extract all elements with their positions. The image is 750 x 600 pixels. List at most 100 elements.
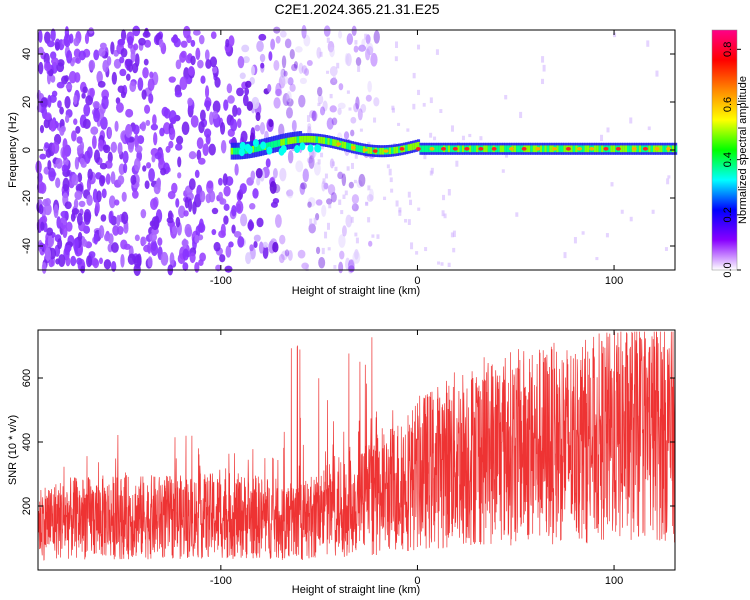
spectrogram-noise-cell: [354, 40, 358, 45]
spectrogram-noise-cell: [100, 116, 108, 130]
spectrogram-noise-cell: [322, 100, 328, 112]
spectrogram-noise-cell: [189, 252, 196, 264]
spectrogram-noise-cell: [345, 214, 353, 228]
spectrogram-noise-cell: [124, 124, 133, 138]
spectrogram-noise-cell: [613, 32, 617, 38]
spectrogram-noise-cell: [323, 25, 331, 37]
colorbar-tick-label: 0.6: [722, 97, 734, 112]
spectrogram-noise-cell: [326, 117, 334, 130]
spectrogram-peak-cell: [589, 147, 595, 151]
spectrogram-noise-cell: [348, 265, 355, 273]
spectrogram-noise-cell: [287, 77, 294, 86]
spectrogram-noise-cell: [142, 67, 149, 79]
spectrogram-noise-cell: [211, 207, 219, 215]
spectrogram-signal-cell: [608, 145, 612, 153]
spectrogram-noise-cell: [151, 216, 159, 231]
spectrogram-noise-cell: [269, 180, 277, 194]
spectrogram-noise-cell: [443, 213, 447, 219]
spectrogram-signal-cell: [549, 145, 553, 153]
spectrogram-noise-cell: [231, 224, 236, 234]
spectrogram-noise-cell: [219, 254, 226, 263]
spectrogram-noise-cell: [123, 163, 128, 174]
spectrogram-noise-cell: [329, 65, 338, 77]
spectrogram-noise-cell: [50, 28, 56, 42]
spectrogram-noise-cell: [181, 121, 190, 136]
spectrogram-signal-cell: [424, 145, 428, 153]
spectrogram-signal-cell: [332, 139, 336, 146]
spectrogram-signal-cell: [327, 138, 331, 145]
spectrogram-noise-cell: [255, 111, 261, 122]
spectrogram-noise-cell: [196, 149, 202, 161]
spectrogram-signal-cell: [438, 145, 442, 153]
spectrogram-noise-cell: [410, 242, 414, 250]
spectrogram-noise-cell: [78, 200, 86, 208]
spectrogram-noise-cell: [41, 262, 47, 274]
spectrogram-noise-cell: [324, 173, 328, 179]
spectrogram-noise-cell: [245, 252, 252, 265]
spectrogram-noise-cell: [65, 83, 73, 90]
spectrogram-noise-cell: [125, 108, 134, 118]
spectrogram-noise-cell: [130, 174, 137, 185]
spectrogram-noise-cell: [329, 46, 335, 58]
spectrogram-signal-cell: [299, 142, 306, 151]
spectrogram-noise-cell: [177, 156, 182, 168]
spectrogram-noise-cell: [367, 80, 372, 93]
spectrogram-noise-cell: [133, 157, 141, 172]
spectrogram-noise-cell: [122, 150, 129, 164]
spectrogram-noise-cell: [301, 24, 307, 39]
spectrogram-noise-cell: [145, 119, 151, 126]
spectrogram-noise-cell: [573, 237, 577, 244]
snr-y-tick-label: 200: [21, 497, 33, 515]
spectrogram-noise-cell: [211, 228, 217, 236]
spectrogram-noise-cell: [93, 149, 101, 163]
spectrogram-noise-cell: [147, 256, 153, 268]
spectrogram-peak-cell: [565, 147, 571, 151]
spectrogram-noise-cell: [190, 39, 196, 47]
spectrogram-noise-cell: [73, 118, 78, 125]
spectrogram-noise-cell: [90, 257, 99, 266]
spectrogram-noise-cell: [237, 236, 245, 248]
spectrogram-signal-cell: [287, 137, 291, 145]
spectrogram-noise-cell: [62, 224, 68, 239]
spectrogram-noise-cell: [156, 177, 161, 190]
spectrogram-noise-cell: [147, 78, 155, 91]
spectrogram-noise-cell: [154, 152, 162, 160]
spectrogram-noise-cell: [504, 94, 508, 100]
spectrogram-noise-cell: [195, 47, 201, 60]
spectrogram-noise-cell: [367, 217, 371, 223]
spectrogram-signal-cell: [518, 145, 522, 153]
spectrogram-noise-cell: [346, 166, 350, 171]
spectrogram-y-tick-label: 0: [21, 147, 33, 153]
spectrogram-noise-cell: [102, 59, 109, 73]
spectrogram-signal-cell: [527, 145, 531, 153]
spectrogram-noise-cell: [286, 190, 291, 197]
spectrogram-noise-cell: [39, 153, 47, 160]
spectrogram-noise-cell: [326, 198, 333, 205]
spectrogram-noise-cell: [188, 151, 197, 160]
spectrogram-signal-cell: [584, 145, 588, 153]
spectrogram-noise-cell: [174, 90, 183, 98]
spectrogram-noise-cell: [450, 125, 454, 132]
spectrogram-noise-cell: [87, 168, 93, 181]
spectrogram-noise-cell: [610, 182, 614, 187]
spectrogram-noise-cell: [307, 201, 312, 208]
spectrogram-noise-cell: [179, 76, 188, 90]
spectrogram-noise-cell: [223, 203, 230, 211]
spectrogram-noise-cell: [342, 194, 346, 199]
spectrogram-noise-cell: [86, 194, 93, 206]
spectrogram-noise-cell: [629, 117, 633, 124]
spectrogram-noise-cell: [140, 121, 147, 132]
spectrogram-noise-cell: [198, 259, 204, 267]
spectrogram-noise-cell: [256, 40, 264, 52]
spectrogram-noise-cell: [48, 167, 56, 182]
spectrogram-noise-cell: [220, 122, 226, 135]
spectrogram-signal-cell: [556, 145, 560, 153]
spectrogram-noise-cell: [55, 177, 61, 189]
spectrogram-noise-cell: [98, 257, 103, 265]
spectrogram-noise-cell: [267, 83, 272, 93]
spectrogram-noise-cell: [412, 72, 416, 79]
spectrogram-noise-cell: [354, 248, 359, 260]
spectrogram-noise-cell: [50, 75, 56, 83]
spectrogram-noise-cell: [82, 86, 88, 94]
spectrogram-noise-cell: [306, 60, 313, 67]
